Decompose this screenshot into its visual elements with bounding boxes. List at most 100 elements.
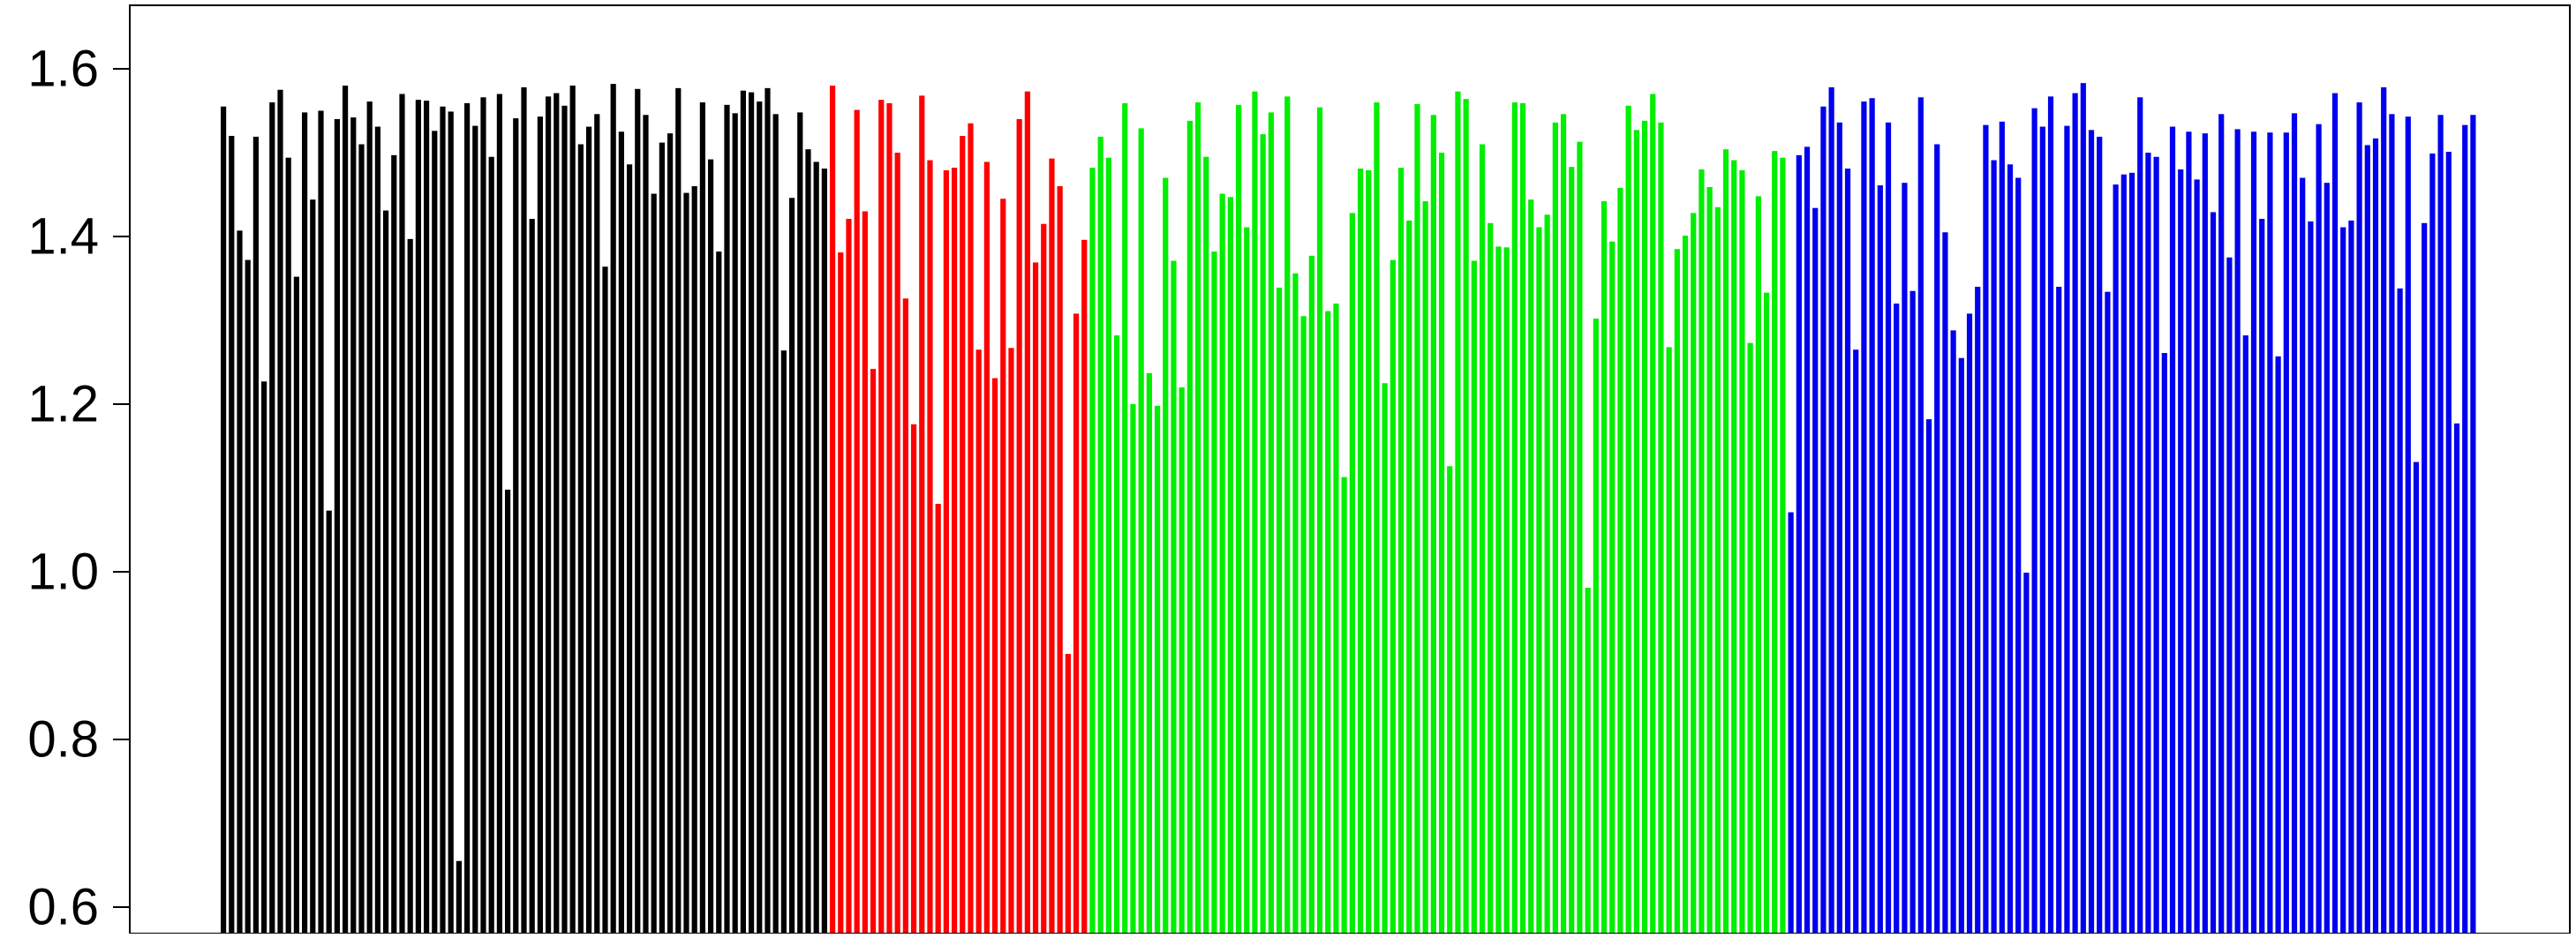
bar-s4-20 — [1942, 232, 1948, 934]
bar-s3-24 — [1276, 287, 1283, 934]
bar-s4-56 — [2234, 129, 2241, 934]
bar-s4-58 — [2250, 131, 2257, 934]
bar-s2-4 — [854, 109, 860, 934]
bar-s1-69 — [772, 114, 779, 934]
bar-s3-52 — [1503, 247, 1510, 934]
bar-s4-76 — [2397, 288, 2403, 934]
bar-s2-24 — [1016, 119, 1022, 934]
bar-s1-19 — [366, 101, 373, 934]
bar-s2-20 — [983, 161, 990, 934]
bar-s4-61 — [2275, 356, 2281, 934]
bar-s2-7 — [878, 100, 885, 934]
bar-s1-17 — [350, 117, 357, 934]
bar-s3-37 — [1382, 383, 1388, 934]
bar-s3-76 — [1699, 169, 1705, 934]
bar-s4-72 — [2364, 145, 2370, 934]
bar-s1-47 — [594, 114, 600, 934]
bar-s2-23 — [1008, 348, 1014, 934]
bar-s1-63 — [724, 104, 730, 934]
bar-s3-4 — [1113, 335, 1120, 934]
bar-s4-21 — [1950, 330, 1956, 934]
bar-s4-16 — [1909, 290, 1916, 934]
bar-s1-37 — [513, 118, 519, 934]
bar-s3-58 — [1552, 122, 1558, 934]
bar-s2-19 — [975, 349, 982, 934]
bar-s1-44 — [569, 86, 576, 934]
bar-s2-26 — [1032, 262, 1039, 934]
bar-s3-5 — [1122, 102, 1128, 934]
y-tick-label: 1.4 — [27, 208, 99, 266]
bar-s4-67 — [2324, 183, 2330, 934]
bar-s1-22 — [391, 154, 397, 934]
bar-s4-70 — [2348, 220, 2354, 934]
bar-s4-24 — [1975, 287, 1981, 934]
bar-s2-2 — [838, 252, 844, 934]
bar-s3-46 — [1455, 91, 1461, 934]
bar-s3-15 — [1203, 156, 1209, 934]
bar-s1-6 — [261, 381, 267, 934]
bar-s4-64 — [2300, 177, 2306, 934]
bar-s1-53 — [643, 115, 649, 934]
bar-s3-50 — [1488, 222, 1494, 934]
bar-s4-63 — [2291, 113, 2298, 934]
bar-s4-50 — [2186, 131, 2192, 934]
bar-s4-65 — [2308, 221, 2314, 934]
bar-s3-26 — [1292, 273, 1299, 934]
bar-s4-26 — [1991, 160, 1997, 934]
bar-s3-32 — [1341, 477, 1347, 934]
bar-s3-44 — [1438, 153, 1445, 934]
bar-s1-54 — [651, 193, 657, 934]
bar-s4-33 — [2047, 96, 2054, 934]
bar-s3-74 — [1682, 236, 1689, 934]
bar-s1-15 — [334, 119, 340, 934]
y-tick-label: 0.8 — [27, 711, 99, 769]
bar-s4-57 — [2242, 335, 2248, 934]
bar-s4-1 — [1788, 512, 1794, 934]
bar-s4-37 — [2080, 83, 2086, 934]
bar-s3-33 — [1349, 213, 1355, 934]
bar-s4-68 — [2331, 93, 2339, 934]
bar-s3-12 — [1179, 387, 1185, 934]
bar-s1-12 — [310, 199, 316, 934]
bar-s3-43 — [1430, 115, 1436, 934]
bar-s2-31 — [1073, 313, 1080, 934]
bar-s3-84 — [1763, 292, 1770, 934]
bar-s3-47 — [1463, 99, 1469, 934]
bar-s3-63 — [1593, 319, 1599, 934]
bar-s1-66 — [748, 92, 755, 934]
bar-s4-49 — [2178, 169, 2184, 934]
bar-s4-3 — [1804, 146, 1811, 934]
bar-s4-46 — [2153, 156, 2159, 934]
bar-s4-74 — [2381, 86, 2387, 934]
bar-s3-64 — [1601, 201, 1608, 934]
bar-s3-17 — [1219, 193, 1225, 934]
bar-s4-5 — [1820, 106, 1827, 934]
bar-s4-43 — [2128, 172, 2135, 934]
bar-s2-25 — [1024, 91, 1030, 934]
bar-s2-6 — [870, 369, 877, 934]
bar-s3-16 — [1211, 251, 1217, 934]
bar-s1-59 — [691, 186, 697, 934]
bar-s4-42 — [2120, 174, 2127, 934]
bar-s4-4 — [1812, 207, 1819, 934]
bar-s1-20 — [374, 126, 380, 934]
bar-s2-1 — [829, 86, 836, 934]
bar-s1-23 — [399, 94, 405, 934]
bar-s2-28 — [1049, 158, 1055, 934]
bar-s4-13 — [1885, 122, 1892, 934]
bar-s3-54 — [1519, 102, 1526, 934]
bar-s1-28 — [440, 106, 446, 934]
bar-s3-51 — [1495, 246, 1502, 934]
bar-s3-69 — [1641, 120, 1648, 934]
bar-s4-30 — [2023, 572, 2030, 934]
bar-s1-68 — [765, 87, 771, 934]
bar-s4-12 — [1877, 185, 1883, 934]
bar-s4-15 — [1902, 183, 1908, 934]
bar-s4-48 — [2169, 126, 2176, 934]
bar-s4-69 — [2340, 227, 2346, 934]
bar-s1-29 — [448, 111, 454, 934]
bar-s1-50 — [618, 131, 624, 934]
bar-s4-18 — [1925, 419, 1932, 934]
bar-s2-10 — [902, 298, 908, 934]
